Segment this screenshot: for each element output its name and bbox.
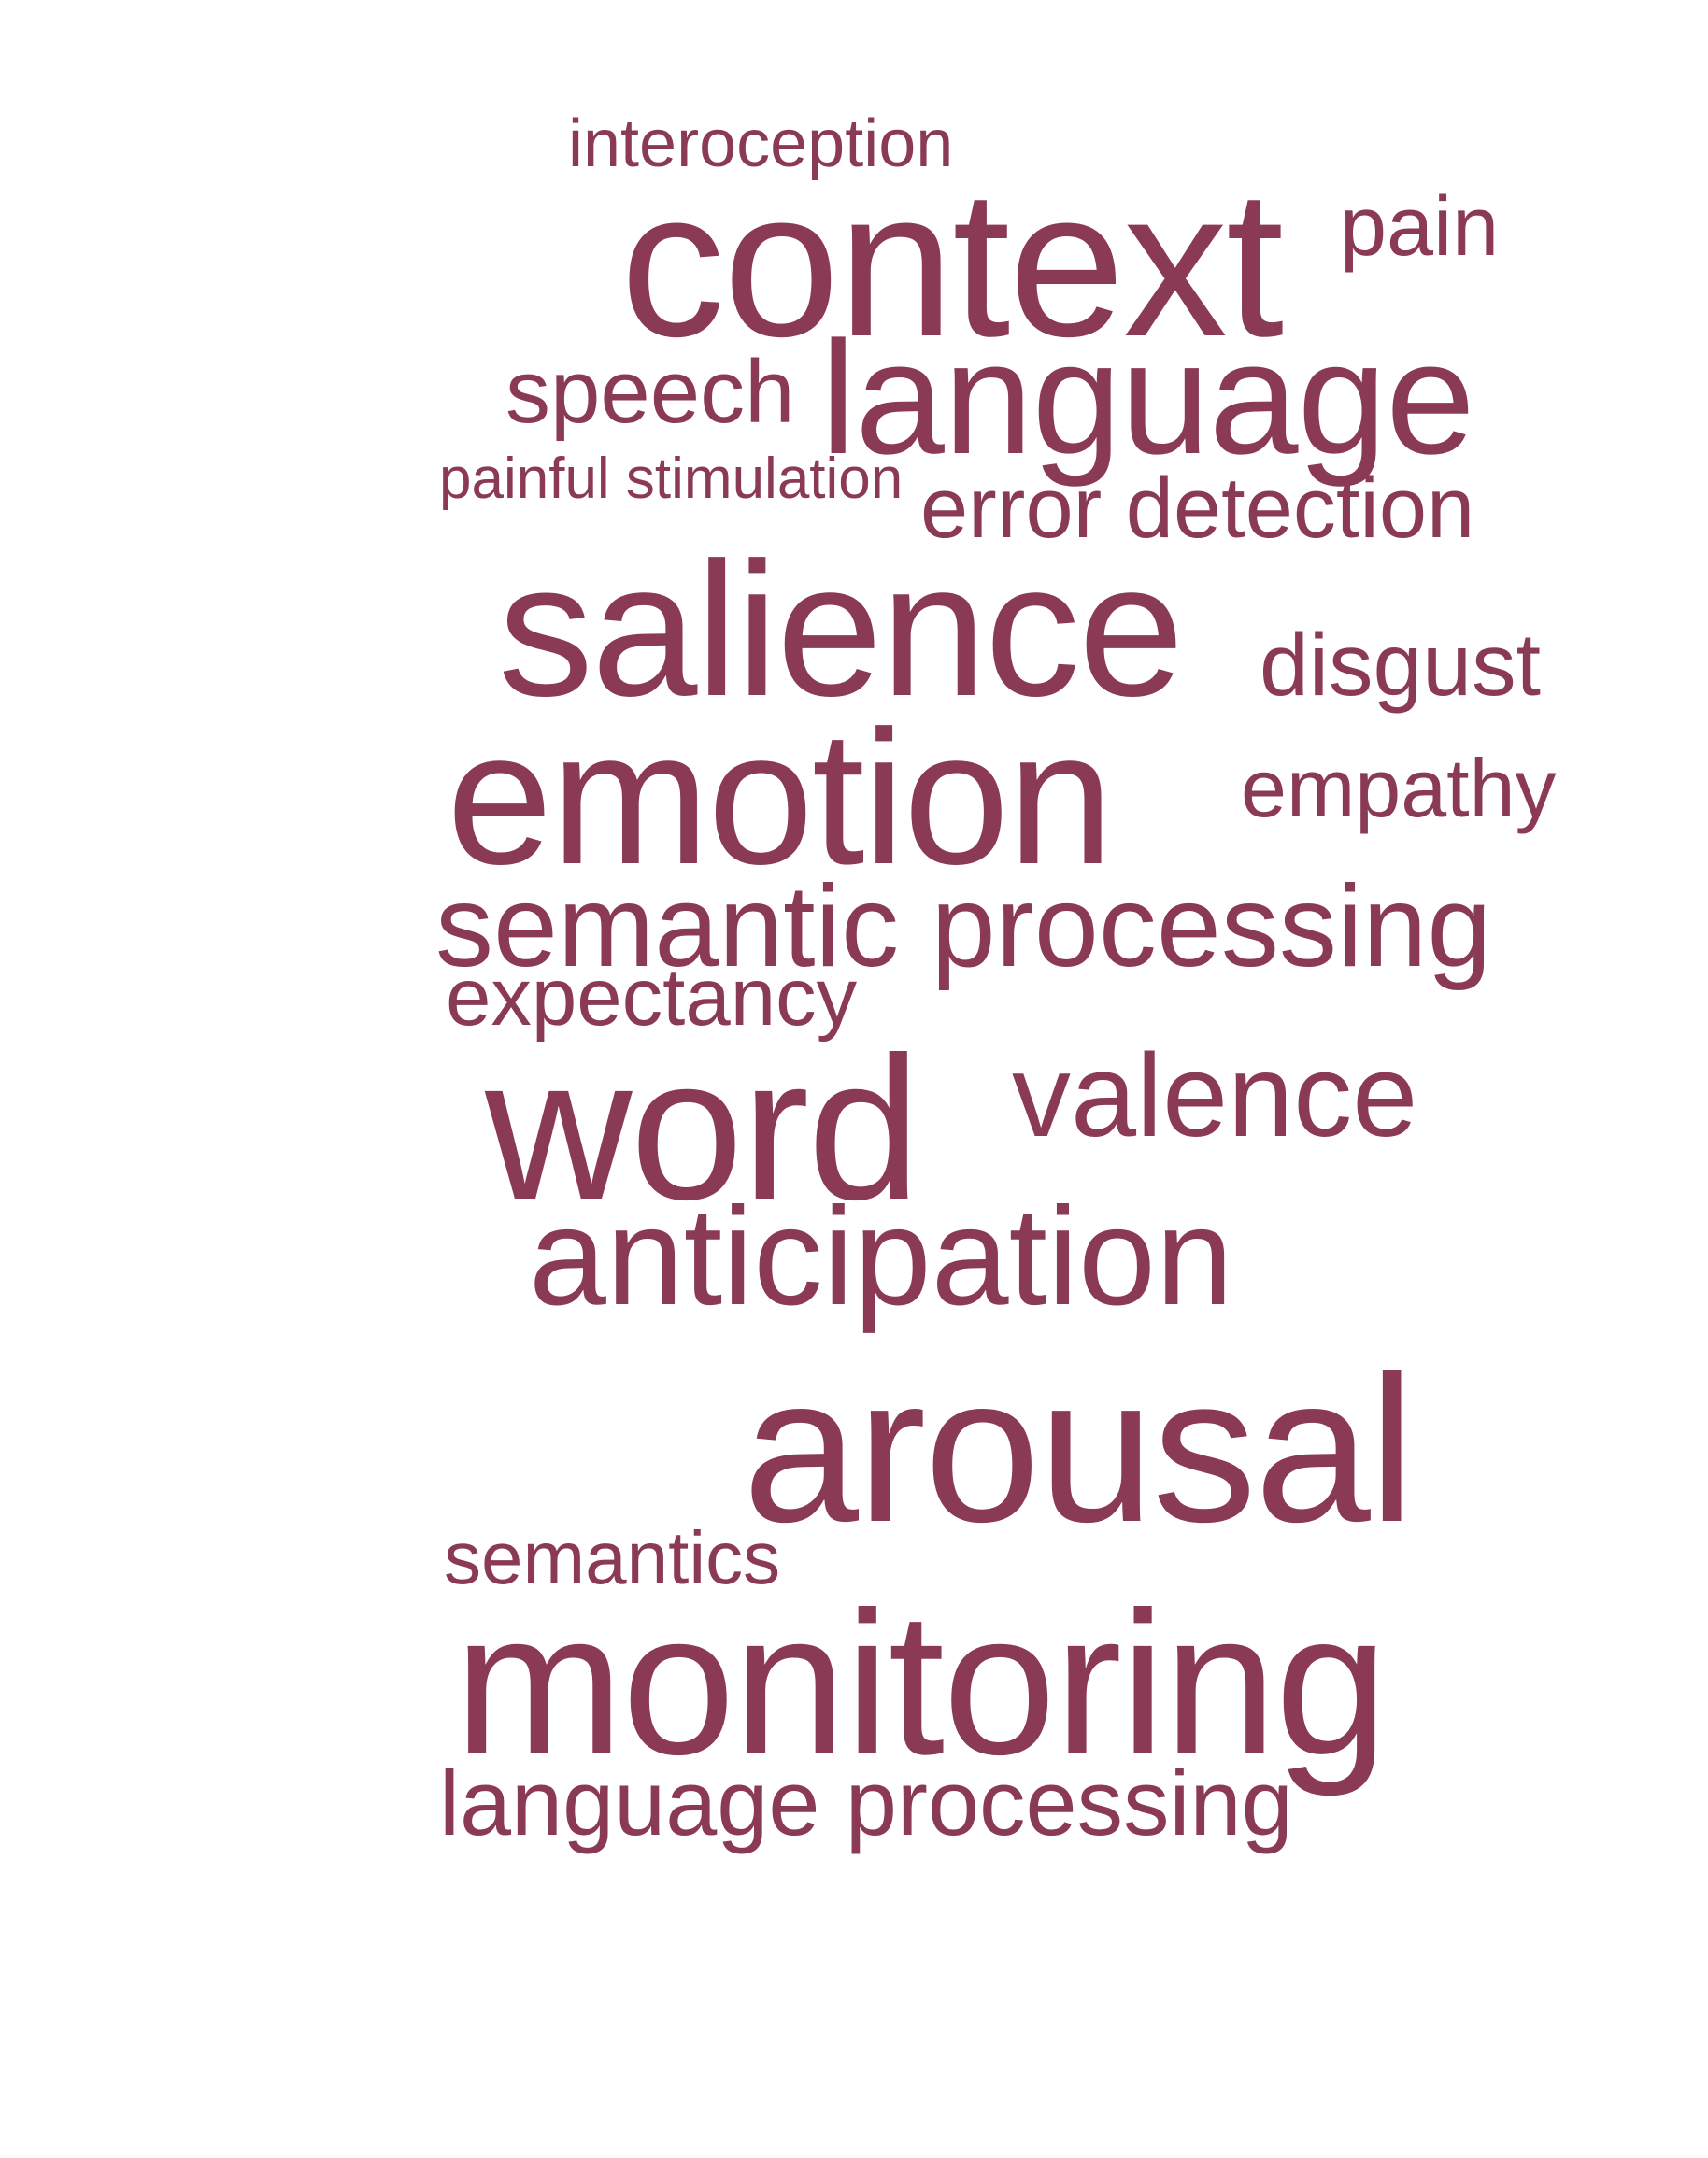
word-arousal: arousal: [743, 1333, 1415, 1566]
word-salience: salience: [498, 523, 1184, 736]
word-monitoring: monitoring: [454, 1570, 1388, 1797]
word-emotion: emotion: [447, 691, 1114, 904]
word-disgust: disgust: [1260, 616, 1542, 715]
word-word: word: [485, 1015, 921, 1242]
word-speech: speech: [505, 342, 795, 442]
word-semantic-processing: semantic processing: [435, 862, 1492, 991]
word-painful-stimulation: painful stimulation: [439, 447, 904, 511]
word-expectancy: expectancy: [446, 952, 858, 1043]
word-context: context: [620, 147, 1284, 380]
word-empathy: empathy: [1241, 742, 1557, 834]
word-error-detection: error detection: [920, 461, 1475, 556]
word-language-processing: language processing: [439, 1751, 1293, 1854]
word-interoception: interoception: [568, 106, 954, 181]
word-semantics: semantics: [444, 1516, 781, 1599]
word-language: language: [820, 308, 1475, 488]
word-anticipation: anticipation: [529, 1178, 1233, 1334]
word-valence: valence: [1012, 1029, 1418, 1161]
word-pain: pain: [1340, 180, 1500, 274]
